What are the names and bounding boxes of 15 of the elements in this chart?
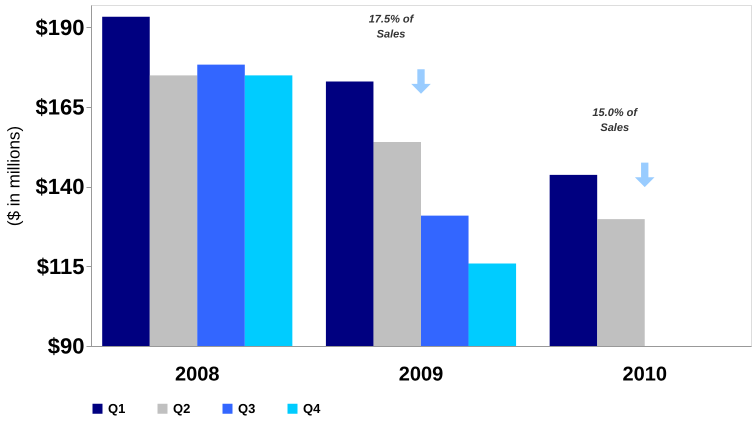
y-tick-label: $115	[36, 254, 84, 279]
y-tick-label: $165	[36, 94, 84, 120]
annotation: 15.0% of Sales	[592, 106, 638, 134]
x-tick-label: 2009	[398, 364, 444, 386]
legend-label: Q4	[303, 400, 322, 416]
x-tick-label: 2010	[622, 364, 667, 386]
legend-label: Q3	[238, 400, 256, 416]
annotation: 17.5% of Sales	[368, 13, 415, 40]
y-tick-label: $190	[36, 14, 84, 40]
legend-label: Q2	[173, 400, 190, 416]
y-tick-label: $90	[48, 334, 84, 358]
legend-label: Q1	[108, 400, 126, 416]
x-tick-label: 2008	[175, 364, 220, 386]
y-tick-label: $140	[36, 174, 84, 200]
y-axis-title: ($ in millions)	[4, 126, 24, 226]
